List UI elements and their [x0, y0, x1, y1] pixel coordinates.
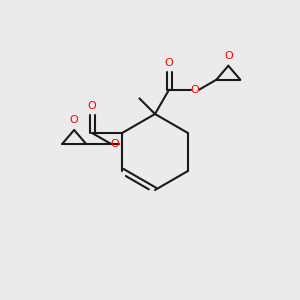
- Text: O: O: [111, 139, 119, 149]
- Text: O: O: [88, 101, 97, 111]
- Text: O: O: [165, 58, 173, 68]
- Text: O: O: [190, 85, 200, 95]
- Text: O: O: [224, 51, 233, 61]
- Text: O: O: [70, 115, 79, 125]
